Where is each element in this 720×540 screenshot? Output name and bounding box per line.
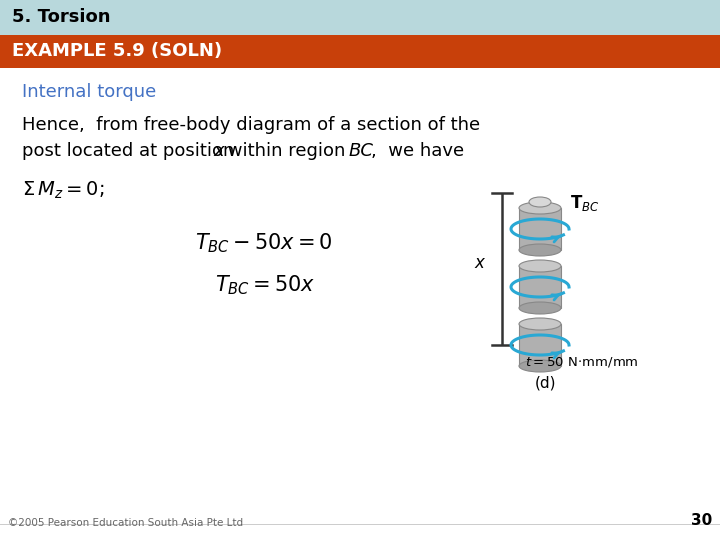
Ellipse shape <box>529 197 551 207</box>
Text: BC: BC <box>349 142 374 160</box>
Text: post located at position: post located at position <box>22 142 240 160</box>
Text: ,  we have: , we have <box>371 142 464 160</box>
FancyBboxPatch shape <box>0 0 720 35</box>
Text: (d): (d) <box>534 375 556 390</box>
FancyBboxPatch shape <box>0 35 720 68</box>
Ellipse shape <box>519 202 561 214</box>
Text: x: x <box>474 254 484 272</box>
Text: $t = 50\ \mathrm{N{\cdot}mm/mm}$: $t = 50\ \mathrm{N{\cdot}mm/mm}$ <box>525 355 639 369</box>
Text: $T_{BC} - 50x = 0$: $T_{BC} - 50x = 0$ <box>195 231 333 254</box>
FancyBboxPatch shape <box>519 208 561 250</box>
Ellipse shape <box>519 244 561 256</box>
Text: 5. Torsion: 5. Torsion <box>12 9 110 26</box>
Ellipse shape <box>519 260 561 272</box>
Ellipse shape <box>519 318 561 330</box>
FancyBboxPatch shape <box>519 266 561 308</box>
Ellipse shape <box>519 360 561 372</box>
Text: $\mathbf{T}_{BC}$: $\mathbf{T}_{BC}$ <box>570 193 600 213</box>
Text: $T_{BC} = 50x$: $T_{BC} = 50x$ <box>215 273 315 296</box>
Text: x: x <box>213 142 224 160</box>
Text: Hence,  from free-body diagram of a section of the: Hence, from free-body diagram of a secti… <box>22 116 480 134</box>
Text: Internal torque: Internal torque <box>22 83 156 101</box>
Ellipse shape <box>519 302 561 314</box>
Text: ©2005 Pearson Education South Asia Pte Ltd: ©2005 Pearson Education South Asia Pte L… <box>8 518 243 528</box>
Text: within region: within region <box>222 142 351 160</box>
Text: 30: 30 <box>690 513 712 528</box>
Text: EXAMPLE 5.9 (SOLN): EXAMPLE 5.9 (SOLN) <box>12 43 222 60</box>
FancyBboxPatch shape <box>519 324 561 366</box>
Text: $\Sigma\, M_z = 0;$: $\Sigma\, M_z = 0;$ <box>22 180 104 201</box>
